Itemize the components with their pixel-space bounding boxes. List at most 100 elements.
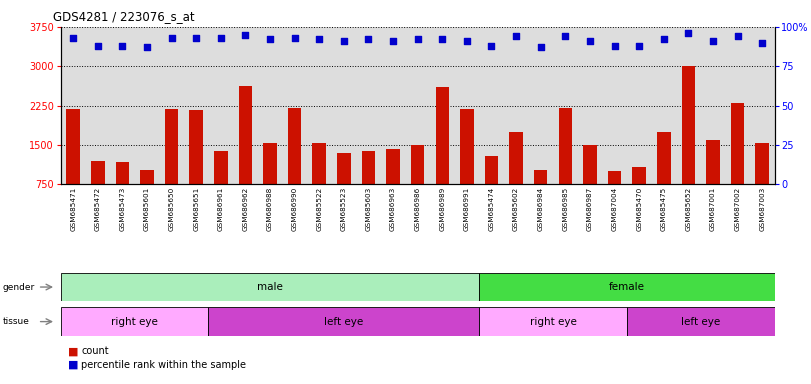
- Bar: [214, 151, 228, 184]
- Text: GSM687003: GSM687003: [759, 187, 766, 231]
- Point: [67, 35, 79, 41]
- Bar: [67, 109, 80, 184]
- Point: [190, 35, 203, 41]
- Text: ■: ■: [68, 360, 78, 370]
- Bar: [657, 132, 671, 184]
- Text: GSM686986: GSM686986: [414, 187, 421, 231]
- Text: male: male: [257, 282, 283, 292]
- Text: GSM686961: GSM686961: [218, 187, 224, 231]
- Point: [264, 36, 277, 43]
- Text: GSM685473: GSM685473: [119, 187, 126, 231]
- Point: [436, 36, 448, 43]
- Point: [140, 44, 153, 50]
- Text: GSM686991: GSM686991: [464, 187, 470, 231]
- Text: GSM685474: GSM685474: [488, 187, 495, 231]
- Point: [509, 33, 522, 40]
- Text: GSM687004: GSM687004: [611, 187, 617, 231]
- Point: [337, 38, 350, 44]
- Text: GSM685603: GSM685603: [366, 187, 371, 231]
- Bar: [362, 151, 375, 184]
- Bar: [288, 108, 302, 184]
- Text: GSM685471: GSM685471: [70, 187, 76, 231]
- Text: GSM686985: GSM686985: [562, 187, 569, 231]
- Text: GSM685650: GSM685650: [169, 187, 174, 231]
- Point: [214, 35, 227, 41]
- Bar: [116, 162, 129, 184]
- Text: ■: ■: [68, 346, 78, 356]
- Text: GDS4281 / 223076_s_at: GDS4281 / 223076_s_at: [53, 10, 195, 23]
- Text: GSM685523: GSM685523: [341, 187, 347, 231]
- Text: GSM687001: GSM687001: [710, 187, 716, 231]
- Bar: [559, 108, 572, 184]
- Bar: [61, 273, 479, 301]
- Bar: [479, 307, 627, 336]
- Bar: [61, 307, 208, 336]
- Bar: [706, 140, 719, 184]
- Text: female: female: [609, 282, 645, 292]
- Point: [534, 44, 547, 50]
- Text: GSM686984: GSM686984: [538, 187, 543, 231]
- Bar: [238, 86, 252, 184]
- Bar: [534, 170, 547, 184]
- Point: [239, 31, 252, 38]
- Bar: [607, 171, 621, 184]
- Bar: [386, 149, 400, 184]
- Point: [559, 33, 572, 40]
- Bar: [140, 170, 154, 184]
- Point: [583, 38, 596, 44]
- Bar: [312, 143, 326, 184]
- Point: [731, 33, 744, 40]
- Bar: [165, 109, 178, 184]
- Text: GSM685522: GSM685522: [316, 187, 322, 231]
- Text: right eye: right eye: [530, 316, 577, 327]
- Text: GSM685472: GSM685472: [95, 187, 101, 231]
- Text: GSM686963: GSM686963: [390, 187, 396, 231]
- Bar: [479, 273, 775, 301]
- Bar: [485, 156, 498, 184]
- Bar: [337, 153, 350, 184]
- Text: GSM685475: GSM685475: [661, 187, 667, 231]
- Bar: [91, 161, 105, 184]
- Text: gender: gender: [2, 283, 35, 291]
- Text: GSM685601: GSM685601: [144, 187, 150, 231]
- Text: right eye: right eye: [111, 316, 158, 327]
- Text: GSM686962: GSM686962: [242, 187, 248, 231]
- Point: [92, 43, 105, 49]
- Text: percentile rank within the sample: percentile rank within the sample: [81, 360, 246, 370]
- Text: GSM685470: GSM685470: [636, 187, 642, 231]
- Text: GSM685602: GSM685602: [513, 187, 519, 231]
- Text: GSM686987: GSM686987: [587, 187, 593, 231]
- Bar: [190, 110, 203, 184]
- Bar: [633, 167, 646, 184]
- Bar: [436, 87, 449, 184]
- Point: [633, 43, 646, 49]
- Point: [608, 43, 621, 49]
- Text: count: count: [81, 346, 109, 356]
- Bar: [509, 132, 523, 184]
- Text: left eye: left eye: [681, 316, 720, 327]
- Bar: [208, 307, 479, 336]
- Text: GSM687002: GSM687002: [735, 187, 740, 231]
- Bar: [583, 146, 597, 184]
- Text: GSM686990: GSM686990: [292, 187, 298, 231]
- Bar: [627, 307, 775, 336]
- Point: [485, 43, 498, 49]
- Text: GSM685651: GSM685651: [193, 187, 200, 231]
- Text: GSM686988: GSM686988: [267, 187, 273, 231]
- Text: GSM686989: GSM686989: [440, 187, 445, 231]
- Bar: [681, 66, 695, 184]
- Bar: [264, 143, 277, 184]
- Point: [288, 35, 301, 41]
- Point: [411, 36, 424, 43]
- Point: [387, 38, 400, 44]
- Bar: [460, 109, 474, 184]
- Point: [706, 38, 719, 44]
- Point: [461, 38, 474, 44]
- Point: [756, 40, 769, 46]
- Point: [657, 36, 670, 43]
- Bar: [731, 103, 744, 184]
- Text: left eye: left eye: [324, 316, 363, 327]
- Bar: [755, 143, 769, 184]
- Point: [313, 36, 326, 43]
- Bar: [411, 146, 424, 184]
